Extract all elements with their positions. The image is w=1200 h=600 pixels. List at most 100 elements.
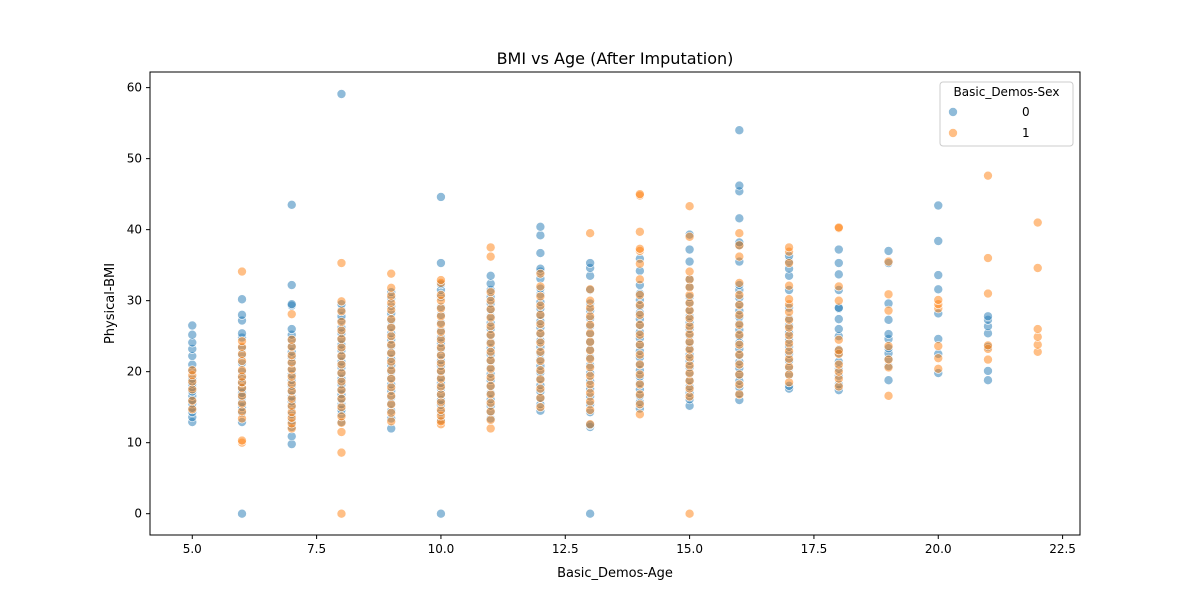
legend-entry-0: 0: [1022, 105, 1030, 119]
data-point-1-153: [635, 329, 645, 340]
data-point-1-151: [635, 349, 645, 360]
data-point-1-52: [336, 306, 347, 317]
data-point-1-152: [635, 339, 645, 350]
data-point-1-243: [983, 288, 993, 299]
data-point-1-34: [286, 334, 297, 345]
data-point-1-135: [585, 354, 595, 364]
data-point-1-224: [833, 281, 844, 292]
data-point-1-146: [635, 399, 645, 410]
data-point-1-116: [535, 374, 546, 385]
data-point-1-124: [535, 300, 546, 311]
x-tick-label: 20.0: [925, 542, 952, 556]
data-point-1-66: [386, 322, 397, 333]
data-point-1-134: [585, 362, 595, 373]
data-point-1-58: [386, 391, 397, 401]
data-point-1-44: [336, 376, 347, 387]
y-tick-label: 20: [127, 365, 142, 379]
data-point-1-150: [635, 359, 645, 370]
data-point-1-53: [336, 296, 347, 307]
data-point-1-230: [883, 341, 894, 351]
data-point-1-148: [635, 379, 645, 390]
data-point-1-133: [585, 371, 595, 381]
y-tick-label: 30: [127, 294, 142, 308]
data-point-1-7: [237, 435, 247, 446]
data-point-1-232: [883, 289, 894, 300]
data-point-1-199: [734, 228, 745, 238]
data-point-1-196: [734, 278, 745, 288]
data-point-0-311: [883, 329, 894, 339]
data-point-0-325: [983, 366, 993, 376]
y-tick-label: 50: [127, 152, 142, 166]
data-point-0-128: [436, 258, 446, 268]
data-point-0-129: [436, 192, 446, 202]
legend: Basic_Demos-Sex 0 1: [939, 81, 1074, 147]
series-1: [187, 170, 1043, 519]
data-point-1-102: [485, 355, 496, 366]
data-point-1-149: [635, 369, 645, 380]
data-point-1-245: [983, 170, 993, 181]
data-point-1-130: [585, 396, 595, 407]
data-point-1-240: [983, 354, 993, 365]
data-point-1-97: [485, 398, 496, 408]
data-point-1-244: [983, 253, 993, 263]
data-point-1-131: [585, 388, 595, 398]
data-point-1-0: [187, 404, 198, 415]
data-point-0-270: [734, 180, 745, 191]
data-point-0-320: [933, 284, 944, 295]
data-point-1-112: [485, 242, 496, 253]
x-axis-label: Basic_Demos-Age: [557, 566, 673, 581]
data-point-1-164: [635, 189, 645, 199]
data-point-1-193: [734, 310, 745, 320]
data-point-1-161: [635, 244, 645, 254]
data-point-0-303: [833, 258, 844, 268]
data-point-1-223: [833, 295, 844, 306]
data-point-1-197: [734, 251, 745, 262]
data-point-1-129: [585, 405, 595, 415]
data-point-1-63: [386, 348, 397, 359]
data-point-1-188: [734, 359, 745, 370]
x-tick-label: 10.0: [428, 542, 455, 556]
data-point-1-157: [635, 290, 645, 300]
data-point-1-50: [336, 325, 347, 336]
data-point-1-64: [386, 339, 397, 350]
data-point-1-222: [833, 334, 844, 345]
data-point-1-185: [734, 389, 745, 400]
x-tick-label: 15.0: [676, 542, 703, 556]
data-point-1-189: [734, 349, 745, 360]
data-point-1-117: [535, 365, 546, 376]
data-point-1-111: [485, 251, 496, 262]
data-point-1-19: [237, 336, 247, 346]
data-point-1-142: [585, 295, 595, 306]
data-point-1-48: [336, 342, 347, 353]
legend-frame: [939, 81, 1074, 147]
data-point-1-56: [386, 408, 397, 418]
data-point-1-234: [933, 364, 944, 374]
data-point-1-145: [635, 409, 645, 420]
data-point-1-140: [585, 311, 595, 322]
data-point-1-191: [734, 329, 745, 340]
data-point-1-236: [933, 341, 944, 351]
data-point-1-99: [485, 381, 496, 391]
data-point-0-179: [585, 508, 595, 519]
data-point-1-96: [485, 406, 496, 417]
y-tick-label: 60: [127, 81, 142, 95]
data-point-1-184: [684, 201, 695, 212]
data-point-0-35: [237, 310, 247, 320]
data-point-0-176: [535, 248, 546, 258]
data-point-1-194: [734, 300, 745, 310]
data-point-1-65: [386, 331, 397, 341]
data-point-1-187: [734, 369, 745, 380]
data-point-1-226: [833, 222, 844, 233]
data-point-1-143: [585, 284, 595, 295]
data-point-0-268: [734, 213, 745, 224]
data-point-0-200: [585, 258, 595, 268]
y-tick-label: 10: [127, 436, 142, 450]
data-point-1-158: [635, 274, 645, 285]
data-point-1-192: [734, 319, 745, 330]
data-point-1-183: [684, 231, 695, 242]
data-point-1-219: [833, 359, 844, 370]
data-point-1-159: [635, 258, 645, 269]
data-point-1-72: [386, 268, 397, 279]
data-point-1-144: [585, 228, 595, 238]
